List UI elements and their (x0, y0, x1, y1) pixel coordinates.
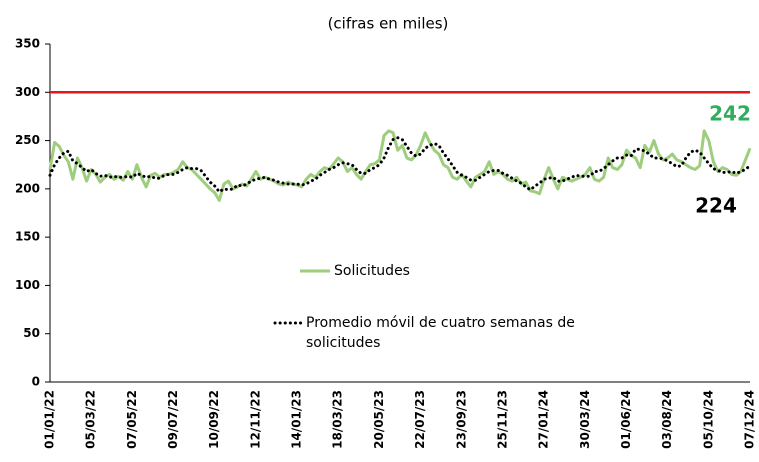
x-tick-label: 18/03/23 (331, 390, 345, 449)
y-tick-label: 100 (15, 278, 40, 292)
x-tick-label: 07/12/24 (743, 390, 757, 449)
y-tick-label: 200 (15, 181, 40, 195)
x-tick-label: 07/05/22 (125, 390, 139, 449)
y-tick-label: 50 (23, 326, 40, 340)
x-tick-label: 14/01/23 (290, 390, 304, 449)
x-tick-label: 09/07/22 (166, 390, 180, 449)
series-line (48, 136, 752, 194)
x-tick-label: 22/07/23 (413, 390, 427, 449)
y-tick-label: 300 (15, 85, 40, 99)
x-tick-label: 05/10/24 (701, 390, 715, 449)
x-tick-label: 01/01/22 (43, 390, 57, 449)
x-tick-label: 20/05/23 (372, 390, 386, 449)
legend-entry: Promedio móvil de cuatro semanas de soli… (306, 315, 575, 351)
annotation: 224 (695, 194, 737, 218)
x-tick-label: 23/09/23 (454, 390, 468, 449)
x-tick-label: 30/03/24 (578, 390, 592, 449)
y-tick-label: 250 (15, 133, 40, 147)
chart-title: (cifras en miles) (328, 15, 449, 33)
legend-entry: Solicitudes (334, 263, 410, 279)
annotation: 242 (709, 102, 751, 126)
x-tick-label: 25/11/23 (495, 390, 509, 449)
x-tick-label: 27/01/24 (537, 390, 551, 449)
y-tick-label: 150 (15, 230, 40, 244)
y-tick-label: 350 (15, 37, 40, 51)
x-tick-label: 03/08/24 (660, 390, 674, 449)
x-tick-label: 01/06/24 (619, 390, 633, 449)
series-line (48, 129, 752, 202)
x-tick-label: 10/09/22 (207, 390, 221, 449)
x-tick-label: 05/03/22 (84, 390, 98, 449)
y-tick-label: 0 (32, 375, 40, 389)
x-tick-label: 12/11/22 (248, 390, 262, 449)
